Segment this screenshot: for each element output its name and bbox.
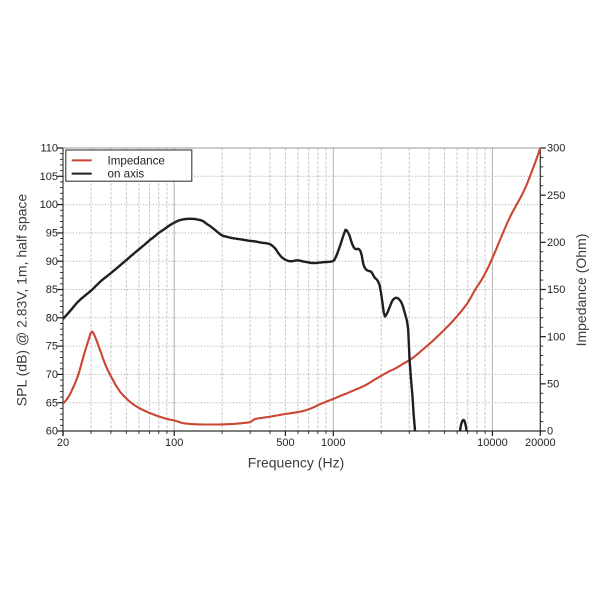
svg-text:110: 110 [40,143,58,155]
svg-text:250: 250 [547,190,565,202]
svg-text:20000: 20000 [525,437,556,449]
svg-text:100: 100 [165,437,183,449]
svg-text:85: 85 [46,284,58,296]
svg-text:on axis: on axis [108,168,145,181]
svg-text:60: 60 [46,426,58,438]
svg-text:20: 20 [57,437,69,449]
svg-text:100: 100 [547,331,565,343]
svg-text:100: 100 [40,199,58,211]
svg-text:95: 95 [46,228,58,240]
svg-text:Frequency (Hz): Frequency (Hz) [248,455,344,471]
svg-text:90: 90 [46,256,58,268]
svg-text:10000: 10000 [477,437,508,449]
svg-text:200: 200 [547,237,565,249]
svg-text:Impedance: Impedance [108,154,165,167]
svg-text:0: 0 [547,426,553,438]
svg-text:75: 75 [46,341,58,353]
svg-text:SPL (dB) @ 2.83V, 1m, half spa: SPL (dB) @ 2.83V, 1m, half space [14,194,30,407]
svg-text:500: 500 [276,437,294,449]
svg-text:70: 70 [46,369,58,381]
svg-text:300: 300 [547,143,565,155]
svg-text:105: 105 [40,171,58,183]
svg-text:80: 80 [46,312,58,324]
svg-text:150: 150 [547,284,565,296]
svg-text:65: 65 [46,397,58,409]
svg-text:50: 50 [547,378,559,390]
svg-text:Impedance (Ohm): Impedance (Ohm) [573,234,589,347]
svg-text:1000: 1000 [321,437,345,449]
